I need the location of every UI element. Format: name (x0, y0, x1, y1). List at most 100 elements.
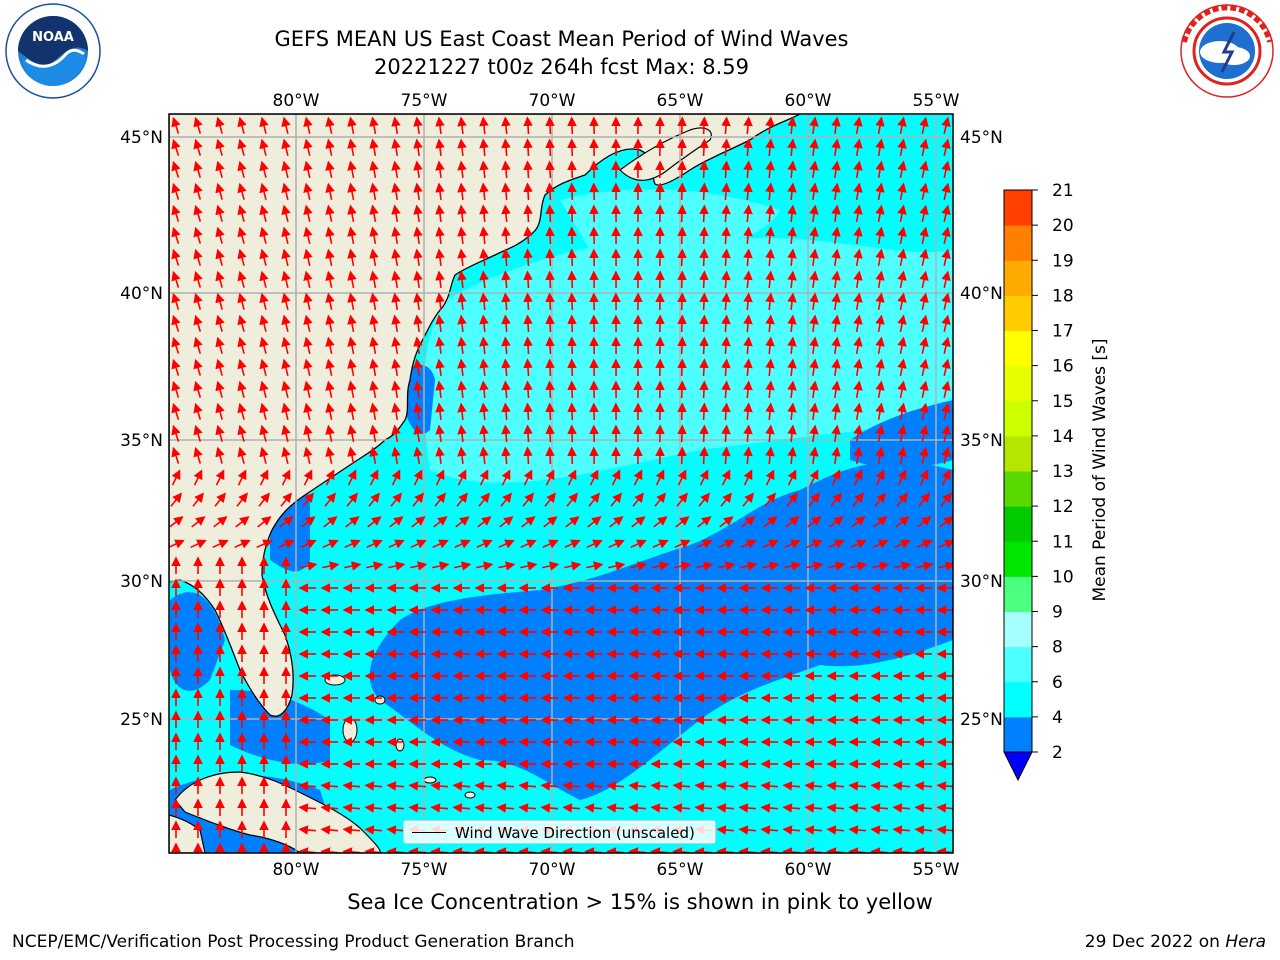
wave-direction-arrow (435, 292, 445, 311)
colorbar: 2 4 6 8 9 10 11 12 13 14 15 16 17 18 19 20 21 (1003, 181, 1074, 782)
wave-direction-arrow (281, 116, 291, 134)
wave-direction-arrow (831, 380, 841, 399)
wave-direction-arrow (677, 204, 687, 223)
wave-direction-arrow (235, 516, 250, 528)
wave-direction-arrow (193, 292, 203, 310)
wave-direction-arrow (831, 446, 841, 465)
wave-direction-arrow (454, 539, 471, 549)
lon-labels-bottom: 80°W 75°W 70°W 65°W 60°W 55°W (273, 860, 960, 880)
wave-direction-arrow (676, 492, 689, 507)
colorbar-segment (1004, 471, 1032, 507)
wave-direction-arrow (171, 160, 181, 178)
wave-direction-arrow (413, 336, 423, 355)
lat-label: 30°N (120, 572, 163, 592)
wave-direction-arrow (567, 182, 577, 201)
wave-direction-arrow (215, 446, 225, 464)
wave-direction-arrow (699, 446, 709, 465)
wave-direction-arrow (895, 516, 910, 528)
wave-direction-arrow (826, 825, 845, 835)
wave-direction-arrow (303, 116, 313, 134)
colorbar-segment (1004, 611, 1032, 648)
wave-direction-arrow (237, 270, 247, 288)
wave-direction-arrow (479, 292, 489, 311)
wave-direction-arrow (938, 561, 953, 571)
wave-direction-arrow (479, 226, 489, 245)
wave-direction-arrow (897, 446, 907, 465)
wave-direction-arrow (193, 446, 203, 464)
wave-direction-arrow (501, 380, 511, 399)
wave-direction-arrow (347, 138, 357, 157)
wave-direction-arrow (699, 469, 709, 486)
wave-direction-arrow (300, 539, 317, 549)
wave-direction-arrow (919, 336, 929, 354)
wave-direction-arrow (782, 825, 801, 835)
colorbar-segment (1004, 646, 1032, 683)
wave-direction-arrow (872, 561, 890, 571)
wave-direction-arrow (435, 182, 445, 201)
wave-direction-arrow (875, 116, 885, 135)
wave-direction-arrow (411, 516, 426, 528)
wave-direction-arrow (831, 204, 841, 223)
wave-direction-arrow (303, 314, 313, 332)
wave-direction-arrow (875, 380, 885, 399)
wave-direction-arrow (787, 226, 797, 244)
wave-direction-arrow (809, 336, 819, 355)
wave-direction-arrow (848, 803, 867, 813)
wave-direction-arrow (875, 469, 885, 486)
wave-direction-arrow (474, 781, 493, 791)
wave-direction-arrow (875, 358, 885, 377)
wave-direction-arrow (234, 539, 251, 549)
wave-direction-arrow (347, 314, 357, 333)
forecast-subtitle: 20221227 t00z 264h fcst Max: 8.59 (374, 55, 749, 79)
wave-direction-arrow (853, 270, 863, 289)
wave-direction-arrow (941, 446, 951, 464)
wave-direction-arrow (237, 380, 247, 398)
wave-direction-arrow (193, 138, 203, 156)
wave-direction-arrow (809, 116, 819, 135)
wave-direction-arrow (215, 314, 225, 332)
wave-direction-arrow (391, 138, 401, 157)
wave-direction-arrow (281, 292, 291, 310)
wave-direction-arrow (786, 492, 799, 507)
wave-direction-arrow (545, 358, 555, 377)
wave-direction-arrow (391, 292, 401, 311)
wave-direction-arrow (918, 492, 931, 507)
wave-direction-arrow (237, 116, 247, 134)
wave-direction-arrow (303, 182, 313, 200)
wave-direction-arrow (171, 402, 181, 420)
wave-direction-arrow (408, 803, 427, 813)
wave-direction-arrow (413, 182, 423, 201)
wave-direction-arrow (523, 160, 533, 179)
wave-direction-arrow (655, 469, 665, 486)
wave-direction-arrow (501, 314, 511, 333)
wave-direction-arrow (171, 358, 181, 376)
wave-direction-arrow (435, 270, 445, 289)
wave-direction-arrow (875, 248, 885, 267)
map-frame (168, 113, 954, 854)
wave-direction-arrow (941, 248, 951, 266)
wave-direction-arrow (347, 380, 357, 399)
wave-direction-arrow (743, 424, 753, 443)
wave-direction-arrow (171, 138, 181, 156)
wave-direction-arrow (364, 803, 383, 813)
lat-labels-right: 45°N 40°N 35°N 30°N 25°N (960, 128, 1003, 730)
wave-direction-arrow (831, 248, 841, 267)
wave-direction-arrow (369, 336, 379, 355)
wave-direction-arrow (675, 516, 690, 528)
wave-direction-arrow (677, 402, 687, 421)
wave-direction-arrow (699, 424, 709, 443)
wave-direction-arrow (171, 292, 181, 310)
wave-direction-arrow (831, 182, 841, 201)
wave-direction-arrow (479, 270, 489, 289)
colorbar-segment (1004, 260, 1032, 296)
wave-direction-arrow (699, 314, 709, 333)
wave-direction-arrow (897, 469, 907, 486)
colorbar-tick-label: 19 (1052, 251, 1074, 271)
wave-direction-arrow (763, 516, 778, 528)
wave-direction-arrow (302, 492, 315, 507)
colorbar-segment (1004, 681, 1032, 718)
colorbar-tick-label: 10 (1052, 567, 1074, 587)
wave-direction-arrow (545, 116, 555, 135)
colorbar-tick-label: 8 (1052, 638, 1063, 658)
wave-direction-arrow (259, 402, 269, 420)
